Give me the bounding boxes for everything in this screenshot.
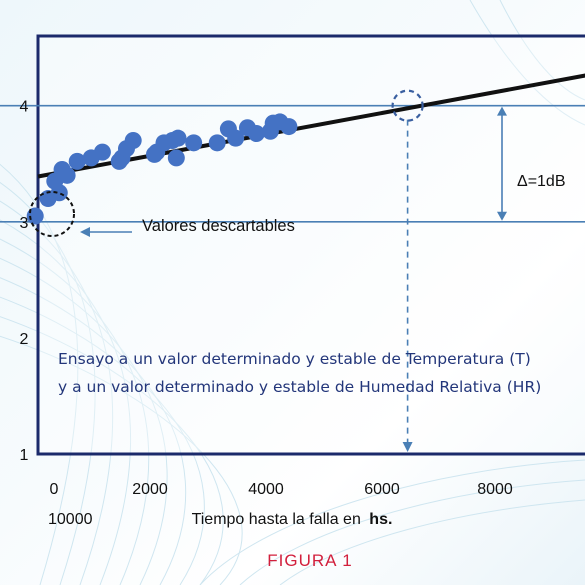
circle-markers xyxy=(29,89,424,237)
data-point xyxy=(124,132,142,149)
data-point xyxy=(247,125,265,143)
discard-circle xyxy=(29,191,75,237)
data-point xyxy=(169,129,187,147)
trend-line xyxy=(37,73,585,179)
note-line-1: Ensayo a un valor determinado y estable … xyxy=(58,350,531,368)
up-arrow-icon xyxy=(497,106,507,116)
y-tick-label: 2 xyxy=(20,331,29,348)
reference-lines xyxy=(0,104,585,452)
data-points xyxy=(26,113,298,225)
left-arrow-icon xyxy=(80,227,90,237)
data-point xyxy=(58,166,76,184)
down-arrow-icon xyxy=(497,211,507,221)
data-point xyxy=(68,152,86,170)
x-tick-label: 4000 xyxy=(248,481,284,498)
data-point xyxy=(93,143,111,161)
x-ticks: 0 2000 4000 6000 8000 10000 xyxy=(48,481,513,528)
x-axis-label-text: Tiempo hasta la falla en xyxy=(192,511,361,528)
x-tick-label: 10000 xyxy=(48,511,93,528)
data-point xyxy=(185,134,203,152)
x-tick-label: 8000 xyxy=(477,481,513,498)
intersection-circle xyxy=(391,89,424,122)
down-arrow-icon xyxy=(402,442,413,452)
note-line-2: y a un valor determinado y estable de Hu… xyxy=(58,378,542,396)
x-axis-label: Tiempo hasta la falla en hs. xyxy=(192,511,393,528)
data-point xyxy=(167,149,185,167)
y-tick-label: 1 xyxy=(20,447,29,464)
data-point xyxy=(280,118,298,136)
y-ticks: 1 2 3 4 xyxy=(20,99,29,464)
y-tick-label: 4 xyxy=(20,99,29,116)
y-tick-label: 3 xyxy=(20,215,29,232)
trend-line-group xyxy=(37,73,585,179)
figure-caption: FIGURA 1 xyxy=(267,551,352,570)
data-point xyxy=(208,134,226,152)
x-axis-unit: hs. xyxy=(369,511,392,528)
data-point xyxy=(227,129,245,147)
x-tick-label: 6000 xyxy=(364,481,400,498)
x-tick-label: 0 xyxy=(50,481,59,498)
x-tick-label: 2000 xyxy=(132,481,168,498)
discarded-label: Valores descartables xyxy=(142,217,295,235)
delta-label: Δ=1dB xyxy=(517,173,566,190)
